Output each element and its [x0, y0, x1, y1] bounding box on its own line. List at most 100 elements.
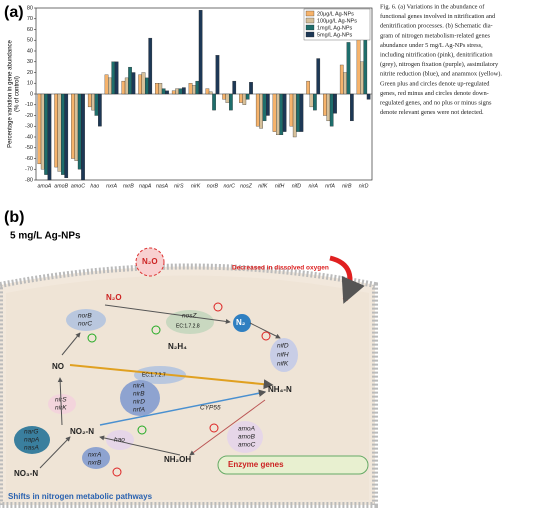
gene: nxrA [88, 452, 101, 459]
bar [171, 90, 176, 95]
burst [135, 247, 165, 277]
panel-label: (b) [4, 209, 24, 226]
node [82, 447, 110, 469]
bar [155, 83, 159, 95]
y-tick-label: 60 [27, 27, 33, 33]
ec-number: EC:1.7.2.7 [142, 372, 166, 378]
caption-line: gram of nitrogen metabolism-related gene… [380, 32, 491, 39]
y-tick-label: 30 [27, 59, 33, 65]
bar-chart: -80 -70 -60 -50 -40 -30 -20 -10 0 10 20 30 40 50 60 70 8… [8, 5, 373, 189]
x-tick-label: nifD [292, 183, 302, 189]
bar [77, 93, 82, 170]
note: Decreased in dissolved oxygen [232, 265, 329, 272]
caption-line: abundance under 5 mg/L Ag-NPs stress, [380, 42, 483, 49]
node [233, 314, 251, 332]
bar [195, 80, 200, 95]
x-tick-label: nxrB [123, 183, 134, 189]
bar [282, 93, 287, 132]
bar [91, 93, 95, 111]
y-tick-label: -10 [25, 102, 33, 108]
legend-label: 5mg/L Ag-NPs [317, 32, 353, 38]
x-tick-label: nosZ [240, 183, 253, 189]
bar [242, 93, 247, 105]
x-tick-label: nasA [156, 183, 169, 189]
bar [165, 90, 169, 95]
legend-swatch [305, 10, 315, 17]
bar [87, 93, 92, 108]
bar [141, 72, 146, 95]
y-tick-label: -50 [25, 145, 33, 151]
bar [212, 93, 216, 111]
gene: nirD [133, 399, 145, 406]
gene: norC [78, 321, 92, 328]
bar [245, 93, 250, 100]
label: Enzyme genes [228, 460, 284, 469]
y-axis-label: (% of control) [15, 76, 21, 112]
y-axis-label: Percentage variation in gene abundance [8, 39, 14, 147]
x-tick-label: nrfA [325, 183, 335, 189]
bar [108, 77, 112, 95]
legend-swatch [305, 24, 315, 31]
bar [192, 85, 196, 95]
bar [148, 37, 153, 95]
node [14, 426, 50, 454]
species: NO₃-N [14, 469, 38, 478]
bar [121, 80, 126, 95]
bar [175, 88, 179, 95]
species: N₂H₄ [168, 342, 187, 351]
y-tick-label: 70 [27, 16, 33, 22]
bar [259, 93, 263, 129]
legend-label: 100μg/L Ag-NPs [317, 18, 357, 24]
bar [128, 66, 132, 95]
caption-line: denote relevant genes were not detected. [380, 109, 484, 116]
bar [309, 93, 314, 108]
species: NH₄-N [268, 385, 292, 394]
x-tick-label: nirD [359, 183, 369, 189]
x-tick-label: nirB [342, 183, 352, 189]
x-tick-label: norC [223, 183, 235, 189]
up-sign [137, 425, 147, 435]
bar [131, 72, 136, 95]
caption-line: Green plus and circles denote up-regulat… [380, 80, 490, 87]
gene: hao [114, 437, 125, 444]
caption-line: genes, red minus and circles denote down… [380, 90, 489, 97]
bar [356, 34, 361, 95]
arrow [61, 332, 81, 356]
arrow [69, 364, 274, 390]
y-tick-label: -40 [25, 134, 33, 140]
bar [158, 83, 163, 95]
x-tick-label: nirK [191, 183, 201, 189]
gene: nifK [277, 361, 289, 368]
arrow [39, 436, 71, 469]
legend-swatch [305, 17, 315, 24]
arrow [249, 322, 281, 339]
x-tick-label: norB [207, 183, 219, 189]
up-sign [151, 325, 161, 335]
bar [296, 93, 300, 132]
bar [114, 61, 119, 95]
bar [222, 93, 226, 100]
y-tick-label: 40 [27, 48, 33, 54]
gene: nifD [277, 343, 289, 350]
bar [225, 93, 230, 103]
y-tick-label: -60 [25, 156, 33, 162]
caption-line: denitrification processes. (b) Schematic… [380, 23, 493, 30]
node [106, 430, 134, 450]
bar [339, 64, 344, 95]
node [134, 366, 186, 384]
arrow [104, 304, 231, 324]
gene: nasA [24, 445, 39, 452]
bar [326, 93, 331, 122]
legend-label: 20μg/L Ag-NPs [317, 11, 354, 17]
gene: nirA [133, 383, 145, 390]
bar [329, 93, 334, 127]
bar [350, 93, 354, 122]
bar [124, 77, 129, 95]
caption-line: functional genes involved in nitrificati… [380, 13, 496, 20]
bar [178, 88, 183, 95]
enzyme-box [217, 455, 369, 475]
bar [333, 93, 337, 114]
bar [323, 93, 327, 116]
ec-number: EC:1.7.2.8 [176, 323, 200, 329]
